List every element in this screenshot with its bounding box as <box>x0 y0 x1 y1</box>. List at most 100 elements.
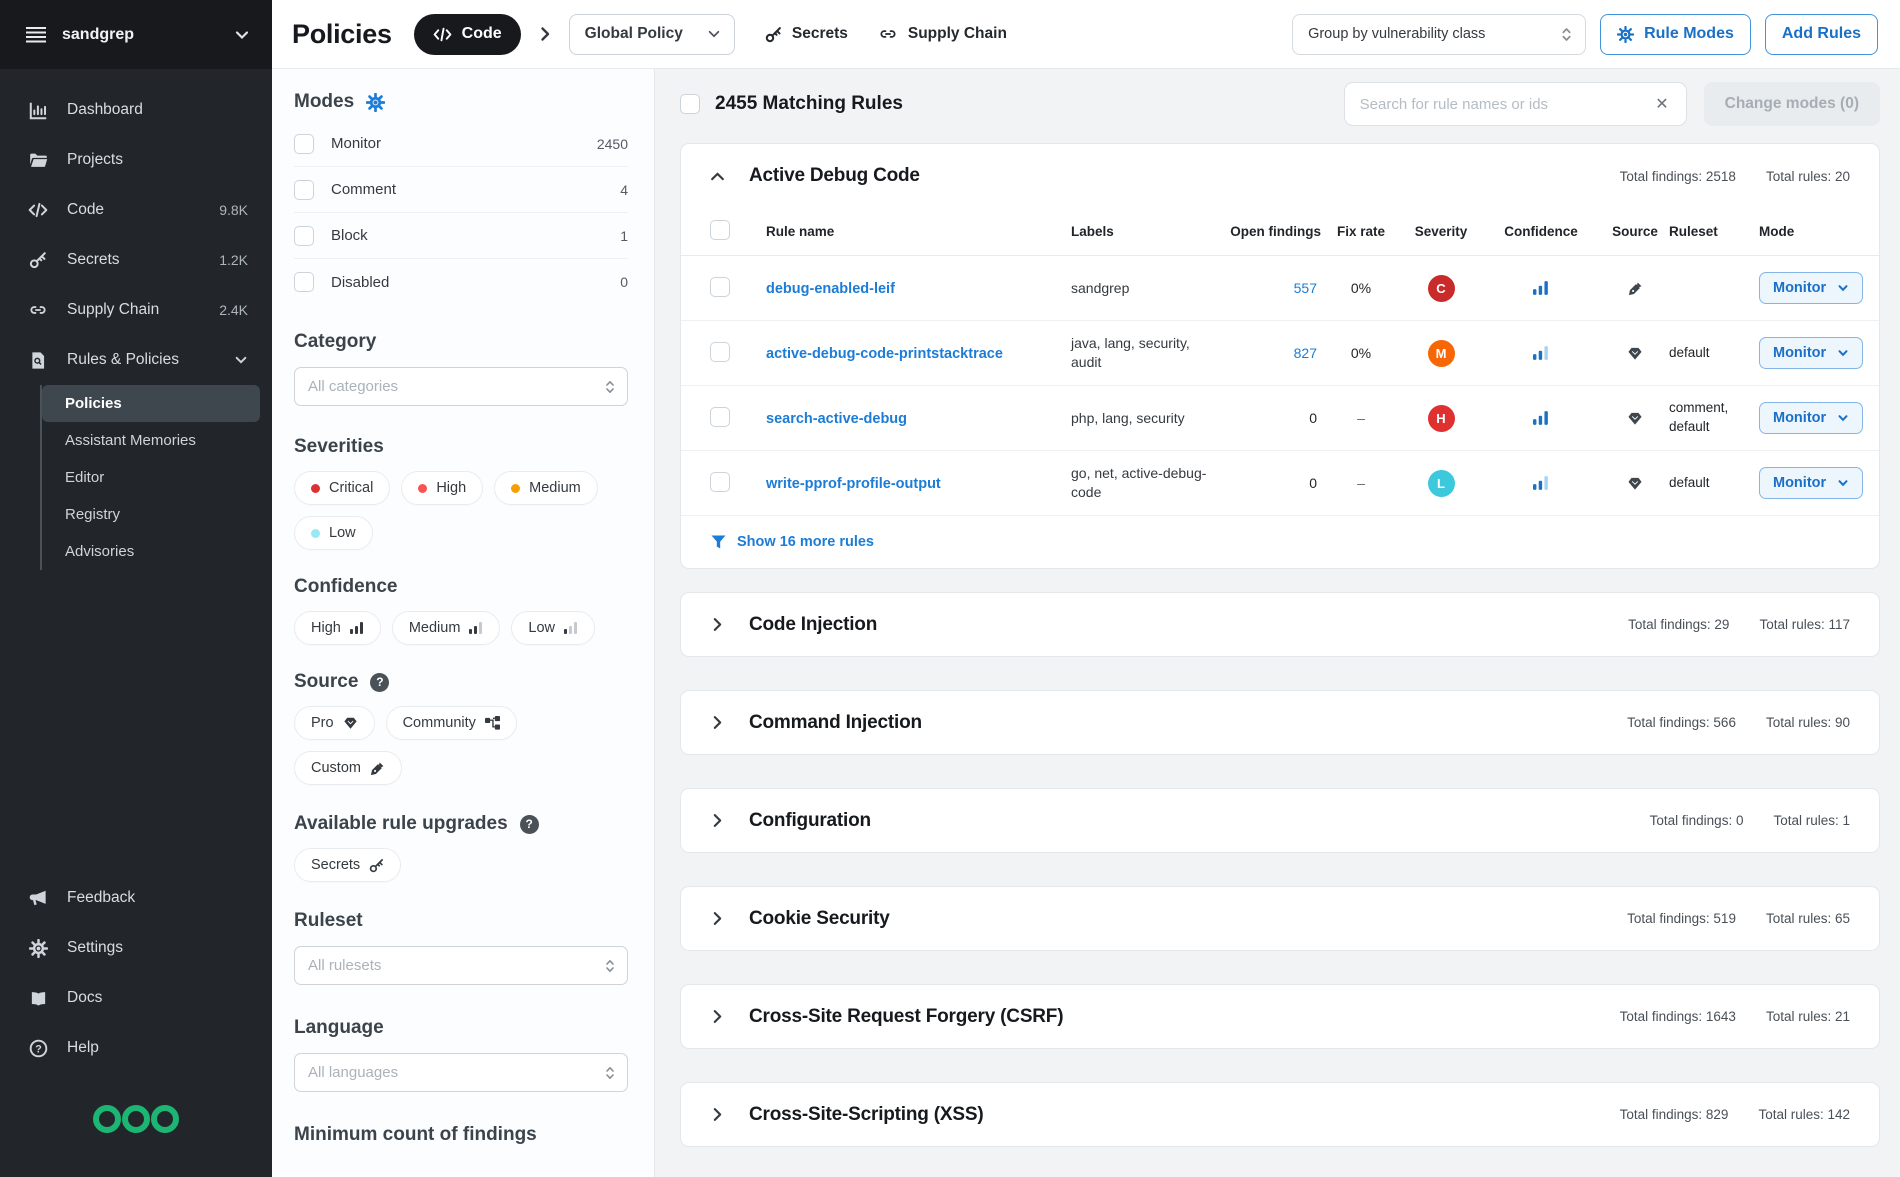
dashboard-chart-icon <box>28 101 48 120</box>
sidebar-subitem-registry[interactable]: Registry <box>42 496 260 533</box>
group-totals: Total findings: 0 Total rules: 1 <box>1650 813 1850 828</box>
source-pill-community[interactable]: Community <box>386 706 517 740</box>
policy-select[interactable]: Global Policy <box>569 14 735 55</box>
severity-pill-medium[interactable]: Medium <box>494 471 598 505</box>
chevron-down-icon[interactable] <box>234 353 248 367</box>
add-rules-button[interactable]: Add Rules <box>1765 14 1878 55</box>
confidence-bars-icon <box>1533 476 1549 490</box>
hamburger-menu-icon[interactable] <box>26 27 46 43</box>
mode-filter-comment[interactable]: Comment 4 <box>294 167 628 213</box>
language-select[interactable]: All languages <box>294 1053 628 1092</box>
sidebar-subitem-editor[interactable]: Editor <box>42 459 260 496</box>
fix-rate-value: 0% <box>1321 280 1401 296</box>
chevron-right-icon[interactable] <box>710 617 725 632</box>
product-tab-code[interactable]: Code <box>414 14 521 55</box>
checkbox[interactable] <box>294 180 314 200</box>
confidence-pill-medium[interactable]: Medium <box>392 611 501 645</box>
rule-group-card[interactable]: Cross-Site Request Forgery (CSRF) Total … <box>680 984 1880 1049</box>
product-tab-supply-chain[interactable]: Supply Chain <box>878 24 1007 44</box>
source-pill-pro[interactable]: Pro <box>294 706 375 740</box>
sidebar-subitem-assistant-memories[interactable]: Assistant Memories <box>42 422 260 459</box>
sidebar-item-dashboard[interactable]: Dashboard <box>0 85 272 135</box>
chevron-right-icon[interactable] <box>710 715 725 730</box>
rule-name-link[interactable]: active-debug-code-printstacktrace <box>766 346 1003 362</box>
total-rules: Total rules: 117 <box>1759 617 1850 632</box>
chevron-right-icon[interactable] <box>710 813 725 828</box>
row-checkbox[interactable] <box>710 472 730 492</box>
open-findings-count[interactable]: 827 <box>1294 345 1317 361</box>
confidence-pill-low[interactable]: Low <box>511 611 595 645</box>
gear-icon[interactable] <box>366 93 385 112</box>
col-header-fix-rate: Fix rate <box>1321 224 1401 239</box>
rule-group-card[interactable]: Code Injection Total findings: 29 Total … <box>680 592 1880 657</box>
sidebar-item-rules-policies[interactable]: Rules & Policies <box>0 335 272 385</box>
chevron-up-icon[interactable] <box>710 169 725 184</box>
org-switcher[interactable]: sandgrep <box>0 0 272 69</box>
chevron-right-icon[interactable] <box>710 1107 725 1122</box>
rule-modes-button[interactable]: Rule Modes <box>1600 14 1751 55</box>
rule-name-link[interactable]: write-pprof-profile-output <box>766 476 941 492</box>
search-input[interactable] <box>1360 96 1652 113</box>
category-select[interactable]: All categories <box>294 367 628 406</box>
checkbox[interactable] <box>294 272 314 292</box>
select-all-checkbox[interactable] <box>680 94 700 114</box>
mode-filter-monitor[interactable]: Monitor 2450 <box>294 121 628 167</box>
rule-group-card[interactable]: Command Injection Total findings: 566 To… <box>680 690 1880 755</box>
product-tab-secrets[interactable]: Secrets <box>765 25 848 43</box>
rule-group-card[interactable]: Cookie Security Total findings: 519 Tota… <box>680 886 1880 951</box>
group-by-select[interactable]: Group by vulnerability class <box>1292 14 1586 55</box>
chevron-right-icon[interactable] <box>710 1009 725 1024</box>
mode-filter-count: 2450 <box>597 136 628 152</box>
sidebar-item-secrets[interactable]: Secrets 1.2K <box>0 235 272 285</box>
rule-name-link[interactable]: debug-enabled-leif <box>766 281 895 297</box>
mode-label: Monitor <box>1773 280 1826 296</box>
sidebar-item-supply-chain[interactable]: Supply Chain 2.4K <box>0 285 272 335</box>
sidebar-item-projects[interactable]: Projects <box>0 135 272 185</box>
sidebar-item-code[interactable]: Code 9.8K <box>0 185 272 235</box>
severity-pill-high[interactable]: High <box>401 471 483 505</box>
upgrade-pill-secrets[interactable]: Secrets <box>294 848 401 882</box>
mode-filter-block[interactable]: Block 1 <box>294 213 628 259</box>
mode-dropdown[interactable]: Monitor <box>1759 467 1863 499</box>
change-modes-button[interactable]: Change modes (0) <box>1704 82 1880 126</box>
row-checkbox[interactable] <box>710 277 730 297</box>
pill-label: Pro <box>311 715 334 731</box>
mode-dropdown[interactable]: Monitor <box>1759 402 1863 434</box>
sidebar-item-docs[interactable]: Docs <box>0 973 272 1023</box>
show-more-rules[interactable]: Show 16 more rules <box>681 516 1879 568</box>
mode-filter-disabled[interactable]: Disabled 0 <box>294 259 628 305</box>
severity-pill-low[interactable]: Low <box>294 516 373 550</box>
group-select-checkbox[interactable] <box>710 220 730 240</box>
ruleset-select[interactable]: All rulesets <box>294 946 628 985</box>
rule-name-link[interactable]: search-active-debug <box>766 411 907 427</box>
help-icon[interactable]: ? <box>520 815 539 834</box>
confidence-pill-high[interactable]: High <box>294 611 381 645</box>
medium-dot-icon <box>511 484 520 493</box>
document-search-icon <box>28 351 48 370</box>
sidebar-item-label: Secrets <box>67 251 120 269</box>
rule-table-row: debug-enabled-leif sandgrep 557 0% C Mon… <box>681 256 1879 321</box>
clear-search-icon[interactable]: ✕ <box>1651 92 1672 116</box>
chevron-down-icon[interactable] <box>234 27 250 43</box>
row-checkbox[interactable] <box>710 407 730 427</box>
sidebar-subitem-policies[interactable]: Policies <box>42 385 260 422</box>
mode-dropdown[interactable]: Monitor <box>1759 272 1863 304</box>
checkbox[interactable] <box>294 134 314 154</box>
sidebar-item-help[interactable]: ? Help <box>0 1023 272 1073</box>
rule-group-card[interactable]: Cross-Site-Scripting (XSS) Total finding… <box>680 1082 1880 1147</box>
sidebar-item-settings[interactable]: Settings <box>0 923 272 973</box>
custom-pen-icon <box>370 761 385 776</box>
checkbox[interactable] <box>294 226 314 246</box>
group-header[interactable]: Active Debug Code Total findings: 2518 T… <box>681 144 1879 208</box>
severity-pill-critical[interactable]: Critical <box>294 471 390 505</box>
mode-dropdown[interactable]: Monitor <box>1759 337 1863 369</box>
rules-table-header: Rule name Labels Open findings Fix rate … <box>681 208 1879 256</box>
sidebar-subitem-advisories[interactable]: Advisories <box>42 533 260 570</box>
open-findings-count[interactable]: 557 <box>1294 280 1317 296</box>
source-pill-custom[interactable]: Custom <box>294 751 402 785</box>
rule-group-card[interactable]: Configuration Total findings: 0 Total ru… <box>680 788 1880 853</box>
sidebar-item-feedback[interactable]: Feedback <box>0 873 272 923</box>
chevron-right-icon[interactable] <box>710 911 725 926</box>
help-icon[interactable]: ? <box>370 673 389 692</box>
row-checkbox[interactable] <box>710 342 730 362</box>
